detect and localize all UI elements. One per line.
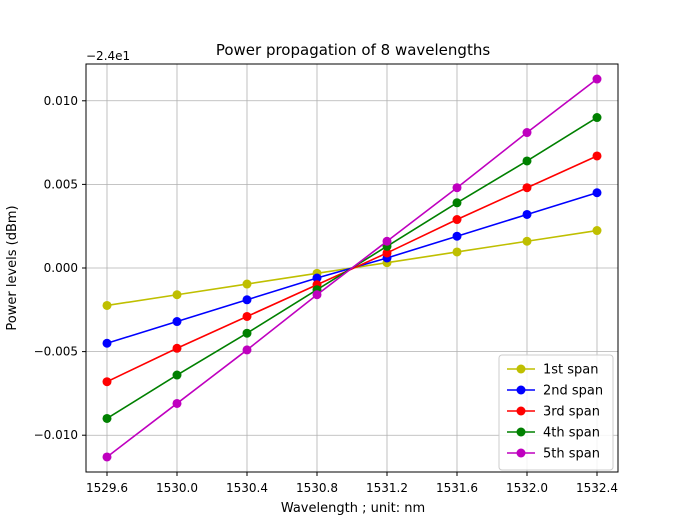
x-axis-ticks: 1529.6 1530.0 1530.4 1530.8 1531.2 1531.6 1532… xyxy=(86,472,618,495)
data-point xyxy=(452,231,462,241)
data-point xyxy=(242,311,252,321)
data-point xyxy=(242,345,252,355)
data-point xyxy=(452,247,462,257)
data-point xyxy=(172,290,182,300)
x-tick-label: 1530.4 xyxy=(226,481,268,495)
legend-label: 3rd span xyxy=(543,405,600,420)
data-point xyxy=(522,183,532,193)
y-offset-text: −2.4e1 xyxy=(86,49,130,63)
data-point xyxy=(522,156,532,166)
data-point xyxy=(312,273,322,283)
legend-label: 2nd span xyxy=(543,384,603,399)
legend-item: 4th span xyxy=(507,426,600,441)
legend-swatch-marker xyxy=(516,427,526,437)
data-point xyxy=(172,370,182,380)
grid-lines xyxy=(86,64,618,472)
data-point xyxy=(242,279,252,289)
legend-item: 3rd span xyxy=(507,405,600,420)
y-axis-ticks: −0.010 −0.005 0.000 0.005 0.010 xyxy=(34,94,86,442)
data-point xyxy=(592,188,602,198)
legend-swatch-marker xyxy=(516,448,526,458)
x-axis-label: Wavelength ; unit: nm xyxy=(281,501,425,516)
data-point xyxy=(102,413,112,423)
data-point xyxy=(522,236,532,246)
legend-swatch-marker xyxy=(516,364,526,374)
legend-swatch-marker xyxy=(516,406,526,416)
y-tick-label: −0.010 xyxy=(34,428,78,442)
legend-box xyxy=(498,354,614,471)
data-point xyxy=(312,290,322,300)
legend-label: 4th span xyxy=(543,426,600,441)
legend-item: 5th span xyxy=(507,447,600,462)
data-point xyxy=(102,377,112,387)
data-point xyxy=(522,209,532,219)
x-tick-label: 1532.0 xyxy=(506,481,548,495)
x-tick-label: 1530.8 xyxy=(296,481,338,495)
data-point xyxy=(382,236,392,246)
data-point xyxy=(592,151,602,161)
data-point xyxy=(522,128,532,138)
legend-item: 1st span xyxy=(507,363,599,378)
series-5 xyxy=(102,74,602,462)
legend-label: 5th span xyxy=(543,447,600,462)
x-tick-label: 1529.6 xyxy=(86,481,128,495)
x-tick-label: 1532.4 xyxy=(576,481,618,495)
x-tick-label: 1531.6 xyxy=(436,481,478,495)
x-tick-label: 1531.2 xyxy=(366,481,408,495)
data-point xyxy=(102,300,112,310)
legend-item: 2nd span xyxy=(507,384,603,399)
data-point xyxy=(452,198,462,208)
legend: 1st span 2nd span 3rd span 4th span 5th span xyxy=(498,354,614,471)
series-layer xyxy=(102,74,602,462)
data-point xyxy=(102,338,112,348)
data-point xyxy=(242,295,252,305)
data-point xyxy=(102,452,112,462)
data-point xyxy=(172,343,182,353)
data-point xyxy=(172,317,182,327)
data-point xyxy=(592,113,602,123)
x-tick-label: 1530.0 xyxy=(156,481,198,495)
y-tick-label: 0.000 xyxy=(44,261,78,275)
y-axis-label: Power levels (dBm) xyxy=(5,205,20,330)
chart-title: Power propagation of 8 wavelengths xyxy=(216,41,490,59)
data-point xyxy=(592,226,602,236)
data-point xyxy=(452,183,462,193)
y-tick-label: 0.010 xyxy=(44,94,78,108)
data-point xyxy=(172,398,182,408)
legend-swatch-marker xyxy=(516,385,526,395)
y-tick-label: −0.005 xyxy=(34,345,78,359)
y-tick-label: 0.005 xyxy=(44,177,78,191)
legend-label: 1st span xyxy=(543,363,599,378)
data-point xyxy=(242,328,252,338)
series-line xyxy=(106,78,598,458)
data-point xyxy=(382,248,392,258)
data-point xyxy=(592,74,602,84)
data-point xyxy=(452,215,462,225)
